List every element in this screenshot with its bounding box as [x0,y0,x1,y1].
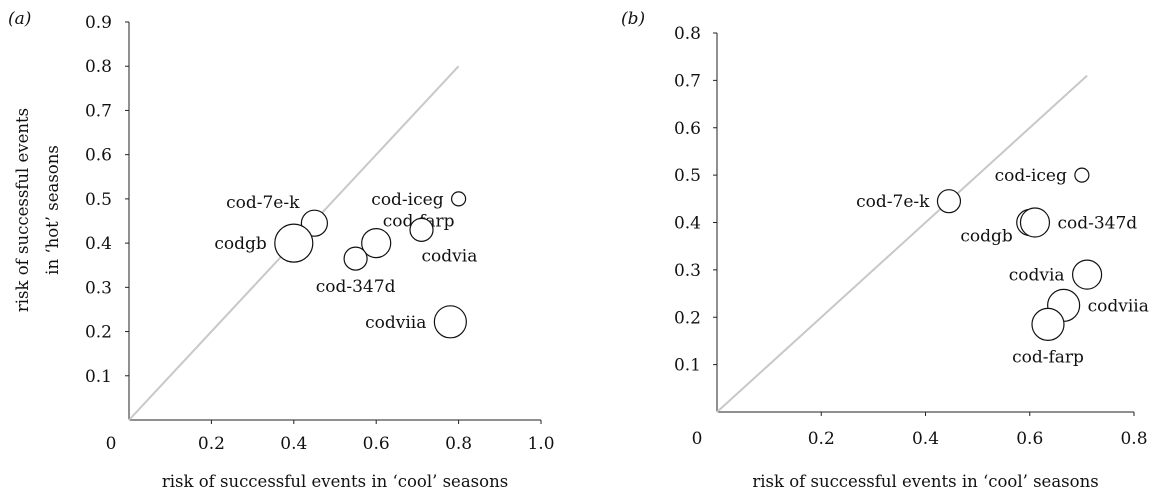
y-tick-label: 0.6 [85,146,112,166]
point-label-cod-7e-k: cod-7e-k [226,193,300,213]
x-tick-label: 0.2 [198,434,225,454]
y-tick-label: 0.5 [85,190,112,210]
data-point-cod-347d [344,247,367,270]
origin-label: 0 [692,429,703,449]
y-tick-label: 0.1 [674,356,701,376]
data-point-codvia [410,218,433,241]
x-tick-label: 0.8 [1120,429,1147,449]
y-tick-label: 0.3 [674,261,701,281]
x-tick-label: 1.0 [527,434,554,454]
x-axis-title: risk of successful events in ‘cool’ seas… [752,472,1098,491]
x-tick-label: 0.8 [445,434,472,454]
point-label-cod-347d: cod-347d [1057,214,1137,234]
y-tick-label: 0.8 [674,24,701,44]
x-tick-label: 0.4 [280,434,307,454]
y-tick-label: 0.4 [85,234,112,254]
x-tick-label: 0.4 [912,429,939,449]
data-point-cod-347d [1020,208,1049,237]
y-tick-label: 0.3 [85,278,112,298]
point-label-codvia: codvia [1009,266,1065,286]
y-tick-label: 0.2 [85,323,112,343]
point-label-cod-iceg: cod-iceg [371,190,443,210]
y-tick-label: 0.7 [674,71,701,91]
point-label-cod-farp: cod-farp [1012,347,1084,367]
point-label-codgb: codgb [960,227,1013,247]
x-tick-label: 0.6 [1016,429,1043,449]
point-label-cod-7e-k: cod-7e-k [856,192,930,212]
y-tick-label: 0.8 [85,57,112,77]
point-label-cod-347d: cod-347d [316,277,396,297]
y-tick-label: 0.6 [674,119,701,139]
x-axis-title: risk of successful events in ‘cool’ seas… [162,472,508,491]
y-tick-label: 0.1 [85,367,112,387]
panel-label-b: (b) [621,9,645,29]
x-tick-label: 0.6 [363,434,390,454]
origin-label: 0 [106,434,117,454]
data-point-cod-iceg [452,192,466,206]
y-tick-label: 0.2 [674,308,701,328]
point-label-codviia: codviia [1088,296,1149,316]
data-point-codgb [275,224,313,262]
y-tick-label: 0.9 [85,13,112,33]
data-point-cod-7e-k [937,190,960,213]
point-label-cod-iceg: cod-iceg [995,166,1067,186]
y-axis-title-line: risk of successful events [13,108,32,312]
data-point-codviia [434,306,466,338]
point-label-codviia: codviia [365,313,426,333]
panel-label-a: (a) [8,9,31,29]
point-label-codgb: codgb [214,234,267,254]
data-point-codvia [1073,260,1102,289]
y-axis-title-line: in ‘hot’ seasons [43,145,62,275]
x-tick-label: 0.2 [808,429,835,449]
y-tick-label: 0.4 [674,214,701,234]
y-tick-label: 0.7 [85,101,112,121]
point-label-codvia: codvia [422,246,478,266]
panel-a: (a) 0.1 0.2 0.3 0.4 0.5 0.6 0.7 0.8 0.9 0.2 0.4 0.6 0… [8,9,555,491]
panel-b: (b) 0.1 0.2 0.3 0.4 0.5 0.6 0.7 0.8 0.2 0.4 0.6 0.8 0… [621,9,1149,491]
y-tick-label: 0.5 [674,166,701,186]
data-point-cod-iceg [1075,168,1089,182]
data-point-cod-farp [1032,308,1064,340]
